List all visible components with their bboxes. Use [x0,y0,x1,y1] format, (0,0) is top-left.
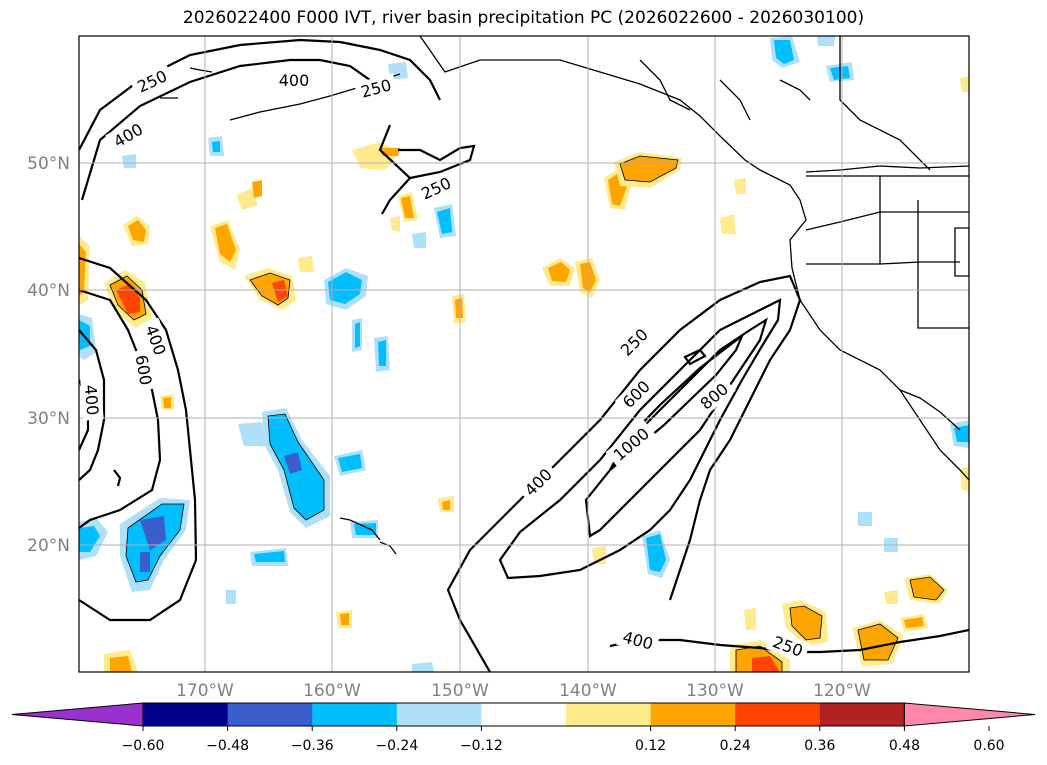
longitude-labels: 170°W 160°W 150°W 140°W 130°W 120°W [176,681,871,701]
lon-label-140w: 140°W [559,681,617,701]
lat-label-30n: 30°N [27,409,70,429]
lon-label-160w: 160°W [303,681,361,701]
colorbar-tick-label: −0.12 [460,738,503,754]
lat-label-20n: 20°N [27,536,70,556]
ivt-contours [79,38,969,672]
colorbar-segment [143,703,229,726]
lat-label-40n: 40°N [27,281,70,301]
colorbar-segment [481,703,567,726]
latitude-labels: 50°N 40°N 30°N 20°N [27,154,70,556]
colorbar-tick-label: 0.48 [889,738,920,754]
colorbar-segment [312,703,398,726]
colorbar-tick-label: 0.12 [635,738,666,754]
colorbar-segment [227,703,313,726]
contour-label: 400 [279,71,310,90]
anomaly-outlines [109,155,945,672]
colorbar-segment [819,703,905,726]
colorbar-tick-label: −0.48 [206,738,249,754]
colorbar-min-extension [11,702,144,727]
colorbar-segment [396,703,482,726]
colorbar-tick-label: 0.24 [720,738,751,754]
colorbar: −0.60 −0.48 −0.36 −0.24 −0.12 0.12 0.24 0.36 0.4… [11,702,1036,754]
lon-label-150w: 150°W [431,681,489,701]
coastline-layer [160,36,969,555]
colorbar-segment [566,703,652,726]
map-border [78,35,970,673]
graticule [79,36,969,672]
lat-label-50n: 50°N [27,154,70,174]
colorbar-segment [735,703,821,726]
colorbar-segment [650,703,736,726]
colorbar-tick-label: −0.24 [375,738,418,754]
colorbar-tick-label: −0.36 [291,738,334,754]
colorbar-tick-label: −0.60 [122,738,165,754]
colorbar-tick-label: 0.60 [973,738,1004,754]
map-area [79,36,969,672]
lon-label-170w: 170°W [176,681,234,701]
contour-label: 400 [81,384,103,416]
colorbar-border [142,702,905,727]
colorbar-tick-label: 0.36 [804,738,835,754]
lon-label-120w: 120°W [813,681,871,701]
colorbar-max-extension [903,702,1036,727]
map-title: 2026022400 F000 IVT, river basin precipi… [182,8,865,28]
lon-label-130w: 130°W [686,681,744,701]
